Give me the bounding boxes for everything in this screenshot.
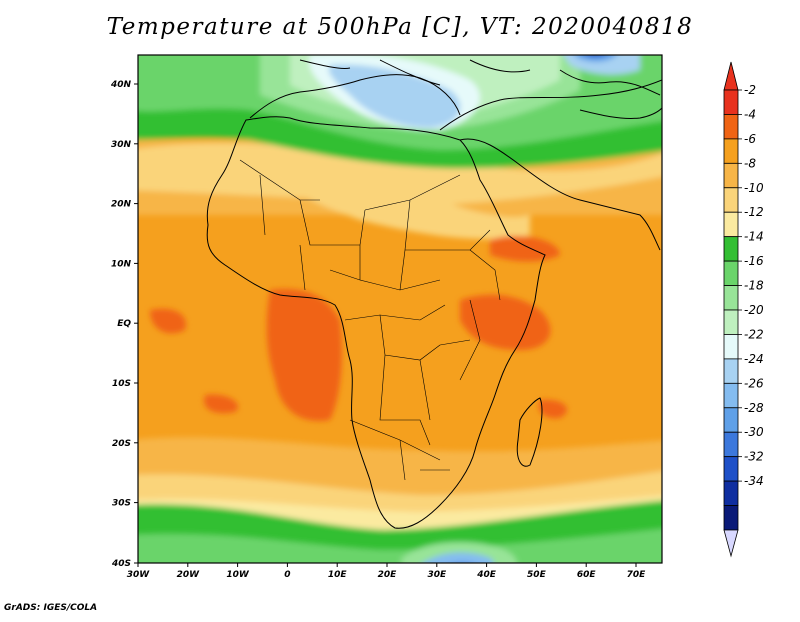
colorbar-label: -28 — [744, 401, 764, 415]
lon-tick-label: 50E — [527, 570, 547, 580]
longitude-ticks: 30W 20W 10W 0 10E 20E 30E 40E 50E 60E 70E — [127, 563, 646, 580]
latitude-ticks: 40N 30N 20N 10N EQ 10S 20S 30S 40S — [110, 80, 138, 569]
colorbar-label: -14 — [744, 230, 764, 244]
colorbar-label: -10 — [744, 181, 764, 195]
lon-tick-label: 40E — [476, 570, 497, 580]
lon-tick-label: 70E — [627, 570, 647, 580]
lat-tick-label: 40S — [111, 559, 131, 569]
colorbar-label: -18 — [744, 279, 764, 293]
colorbar-swatch — [723, 162, 739, 189]
colorbar-swatch — [723, 187, 739, 213]
lat-tick-label: 20S — [112, 439, 131, 449]
lon-tick-label: 30E — [427, 570, 447, 580]
colorbar-swatch — [723, 236, 739, 262]
colorbar-label: -2 — [744, 83, 756, 97]
colorbar-swatch — [723, 138, 739, 164]
colorbar-swatch — [723, 480, 739, 506]
colorbar-label: -24 — [744, 352, 764, 366]
colorbar-label: -20 — [744, 303, 764, 317]
coastlines — [206, 59, 662, 529]
colorbar: -2 -4 -6 -8 -10 -12 -14 -16 -18 -20 -22 -24 -26 -28 -3… — [723, 61, 764, 558]
colorbar-swatch — [723, 89, 739, 115]
lon-tick-label: 10E — [328, 570, 348, 580]
colorbar-label: -8 — [744, 156, 756, 170]
colorbar-swatch — [723, 334, 739, 360]
colorbar-swatch — [723, 505, 739, 531]
lon-tick-label: 60E — [577, 570, 597, 580]
lon-tick-label: 0 — [284, 570, 290, 580]
colorbar-swatch — [723, 456, 739, 482]
lon-tick-label: 20E — [378, 570, 398, 580]
lon-tick-label: 10W — [226, 570, 250, 580]
lat-tick-label: EQ — [117, 319, 131, 329]
colorbar-label: -34 — [744, 474, 764, 488]
colorbar-swatch — [723, 431, 739, 458]
lat-tick-label: 20N — [111, 200, 132, 210]
colorbar-label: -16 — [744, 254, 764, 268]
colorbar-label: -30 — [744, 425, 764, 439]
colorbar-swatch — [723, 285, 739, 311]
lat-tick-label: 40N — [110, 80, 132, 90]
colorbar-swatch — [723, 358, 739, 384]
colorbar-swatch — [723, 260, 739, 286]
lon-tick-label: 30W — [127, 570, 151, 580]
lat-tick-label: 30N — [111, 140, 132, 150]
map-title: Temperature at 500hPa [C], VT: 202004081… — [106, 14, 694, 40]
colorbar-swatch — [723, 309, 739, 335]
temperature-field — [138, 55, 662, 563]
colorbar-label: -22 — [744, 327, 764, 341]
colorbar-label: -32 — [744, 450, 764, 464]
colorbar-label: -4 — [744, 107, 756, 121]
colorbar-swatch — [723, 114, 739, 140]
lon-tick-label: 20W — [177, 570, 201, 580]
colorbar-bottom-arrow — [723, 529, 739, 558]
lat-tick-label: 10S — [112, 379, 131, 389]
lat-tick-label: 10N — [111, 259, 132, 269]
colorbar-top-arrow — [723, 61, 739, 91]
map-frame — [137, 54, 663, 564]
grads-credit: GrADS: IGES/COLA — [4, 603, 98, 613]
lat-tick-label: 30S — [112, 499, 131, 509]
colorbar-swatch — [723, 211, 739, 238]
colorbar-label: -6 — [744, 132, 756, 146]
colorbar-label: -26 — [744, 376, 764, 390]
colorbar-swatch — [723, 382, 739, 409]
colorbar-swatch — [723, 407, 739, 433]
colorbar-label: -12 — [744, 205, 764, 219]
country-borders — [239, 159, 501, 481]
